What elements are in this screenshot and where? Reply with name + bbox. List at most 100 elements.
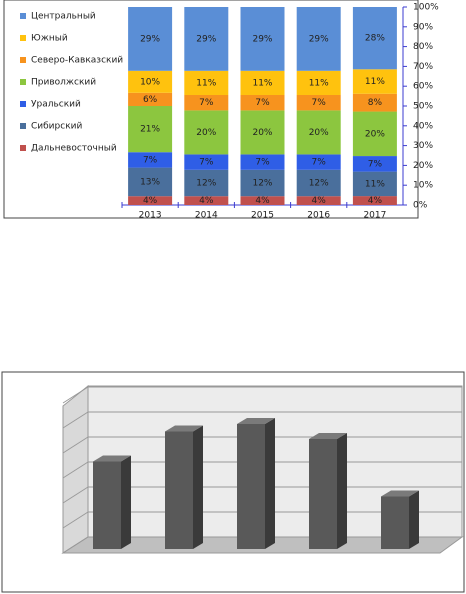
legend-swatch (20, 101, 26, 107)
y-tick-label: 70% (413, 62, 433, 72)
legend-swatch (20, 123, 26, 129)
value-label: 7% (199, 158, 214, 168)
bar-segment (352, 69, 397, 94)
value-label: 4% (143, 196, 158, 206)
legend-label: Северо-Кавказский (31, 56, 123, 66)
bar-segment (296, 110, 341, 155)
y-tick-label: 40% (413, 121, 433, 131)
bar-segment (128, 167, 173, 197)
bar-segment (184, 95, 229, 111)
bar-top (93, 455, 131, 462)
legend-label: Сибирский (31, 122, 82, 132)
bar-segment (240, 169, 285, 197)
x-tick-label: 2013 (139, 211, 162, 221)
bar-segment (296, 154, 341, 170)
value-label: 11% (365, 77, 385, 87)
value-label: 11% (309, 78, 329, 88)
x-tick-label: 2015 (251, 211, 274, 221)
legend-swatch (20, 13, 26, 19)
value-label: 4% (312, 196, 327, 206)
legend-swatch (20, 57, 26, 63)
value-label: 28% (365, 34, 385, 44)
value-label: 8% (368, 98, 383, 108)
value-label: 11% (365, 179, 385, 189)
value-label: 20% (252, 128, 272, 138)
x-tick-label: 2017 (363, 211, 386, 221)
grid-line-side (62, 486, 89, 504)
bar-segment (296, 196, 341, 205)
legend-label: Южный (31, 34, 68, 44)
value-label: 12% (252, 179, 272, 189)
grid-line-side (62, 461, 89, 479)
bar-segment (184, 154, 229, 170)
y-tick-label: 60% (413, 82, 433, 92)
bar-segment (184, 169, 229, 197)
value-label: 20% (309, 128, 329, 138)
value-label: 29% (196, 34, 216, 44)
value-label: 13% (140, 177, 160, 187)
bar-segment (240, 110, 285, 155)
bar-segment (296, 169, 341, 197)
value-label: 12% (309, 179, 329, 189)
bar-segment (240, 7, 285, 71)
bar-segment (240, 154, 285, 170)
bar-segment (184, 7, 229, 71)
grid-line-side (62, 411, 89, 429)
bar-segment (296, 7, 341, 71)
value-label: 20% (196, 128, 216, 138)
bar-segment (240, 70, 285, 95)
bar-segment (240, 196, 285, 205)
bar-segment (128, 70, 173, 93)
legend-label: Приволжский (31, 78, 96, 88)
bar-segment (352, 7, 397, 70)
bar-segment (128, 92, 173, 106)
value-label: 12% (196, 179, 216, 189)
value-label: 29% (252, 34, 272, 44)
x-tick-label: 2016 (307, 211, 330, 221)
bar-side (265, 418, 275, 549)
bar-side (337, 433, 347, 549)
bar-segment (184, 110, 229, 155)
value-label: 21% (140, 125, 160, 135)
legend-swatch (20, 79, 26, 85)
bar-segment (352, 156, 397, 172)
bar (237, 424, 265, 549)
bar-segment (296, 70, 341, 95)
bar (381, 496, 409, 549)
y-tick-label: 100% (413, 3, 439, 13)
bar-top (309, 433, 347, 439)
bar-top (237, 418, 275, 424)
bar-side (409, 490, 419, 549)
value-label: 10% (140, 77, 160, 87)
legend-label: Центральный (31, 12, 96, 22)
grid-line-side (62, 536, 89, 554)
bar-segment (352, 171, 397, 197)
bar-top (381, 490, 419, 497)
y-tick-label: 10% (413, 181, 433, 191)
bar-side (193, 425, 203, 549)
y-tick-label: 50% (413, 102, 433, 112)
value-label: 7% (312, 158, 327, 168)
y-tick-label: 20% (413, 161, 433, 171)
bar-segment (352, 111, 397, 157)
y-tick-label: 0% (413, 201, 428, 211)
legend-swatch (20, 35, 26, 41)
value-label: 4% (255, 196, 270, 206)
value-label: 7% (368, 159, 383, 169)
bar-segment (240, 95, 285, 111)
value-label: 4% (368, 196, 383, 206)
value-label: 7% (255, 158, 270, 168)
value-label: 11% (252, 78, 272, 88)
value-label: 11% (196, 78, 216, 88)
value-label: 7% (255, 98, 270, 108)
y-tick-label: 30% (413, 141, 433, 151)
bar (309, 439, 337, 549)
bar-segment (128, 196, 173, 205)
value-label: 4% (199, 196, 214, 206)
bar-segment (128, 152, 173, 168)
grid-line-side (62, 511, 89, 529)
grid-line-side (62, 436, 89, 454)
bar (93, 461, 121, 549)
y-tick-label: 90% (413, 22, 433, 32)
